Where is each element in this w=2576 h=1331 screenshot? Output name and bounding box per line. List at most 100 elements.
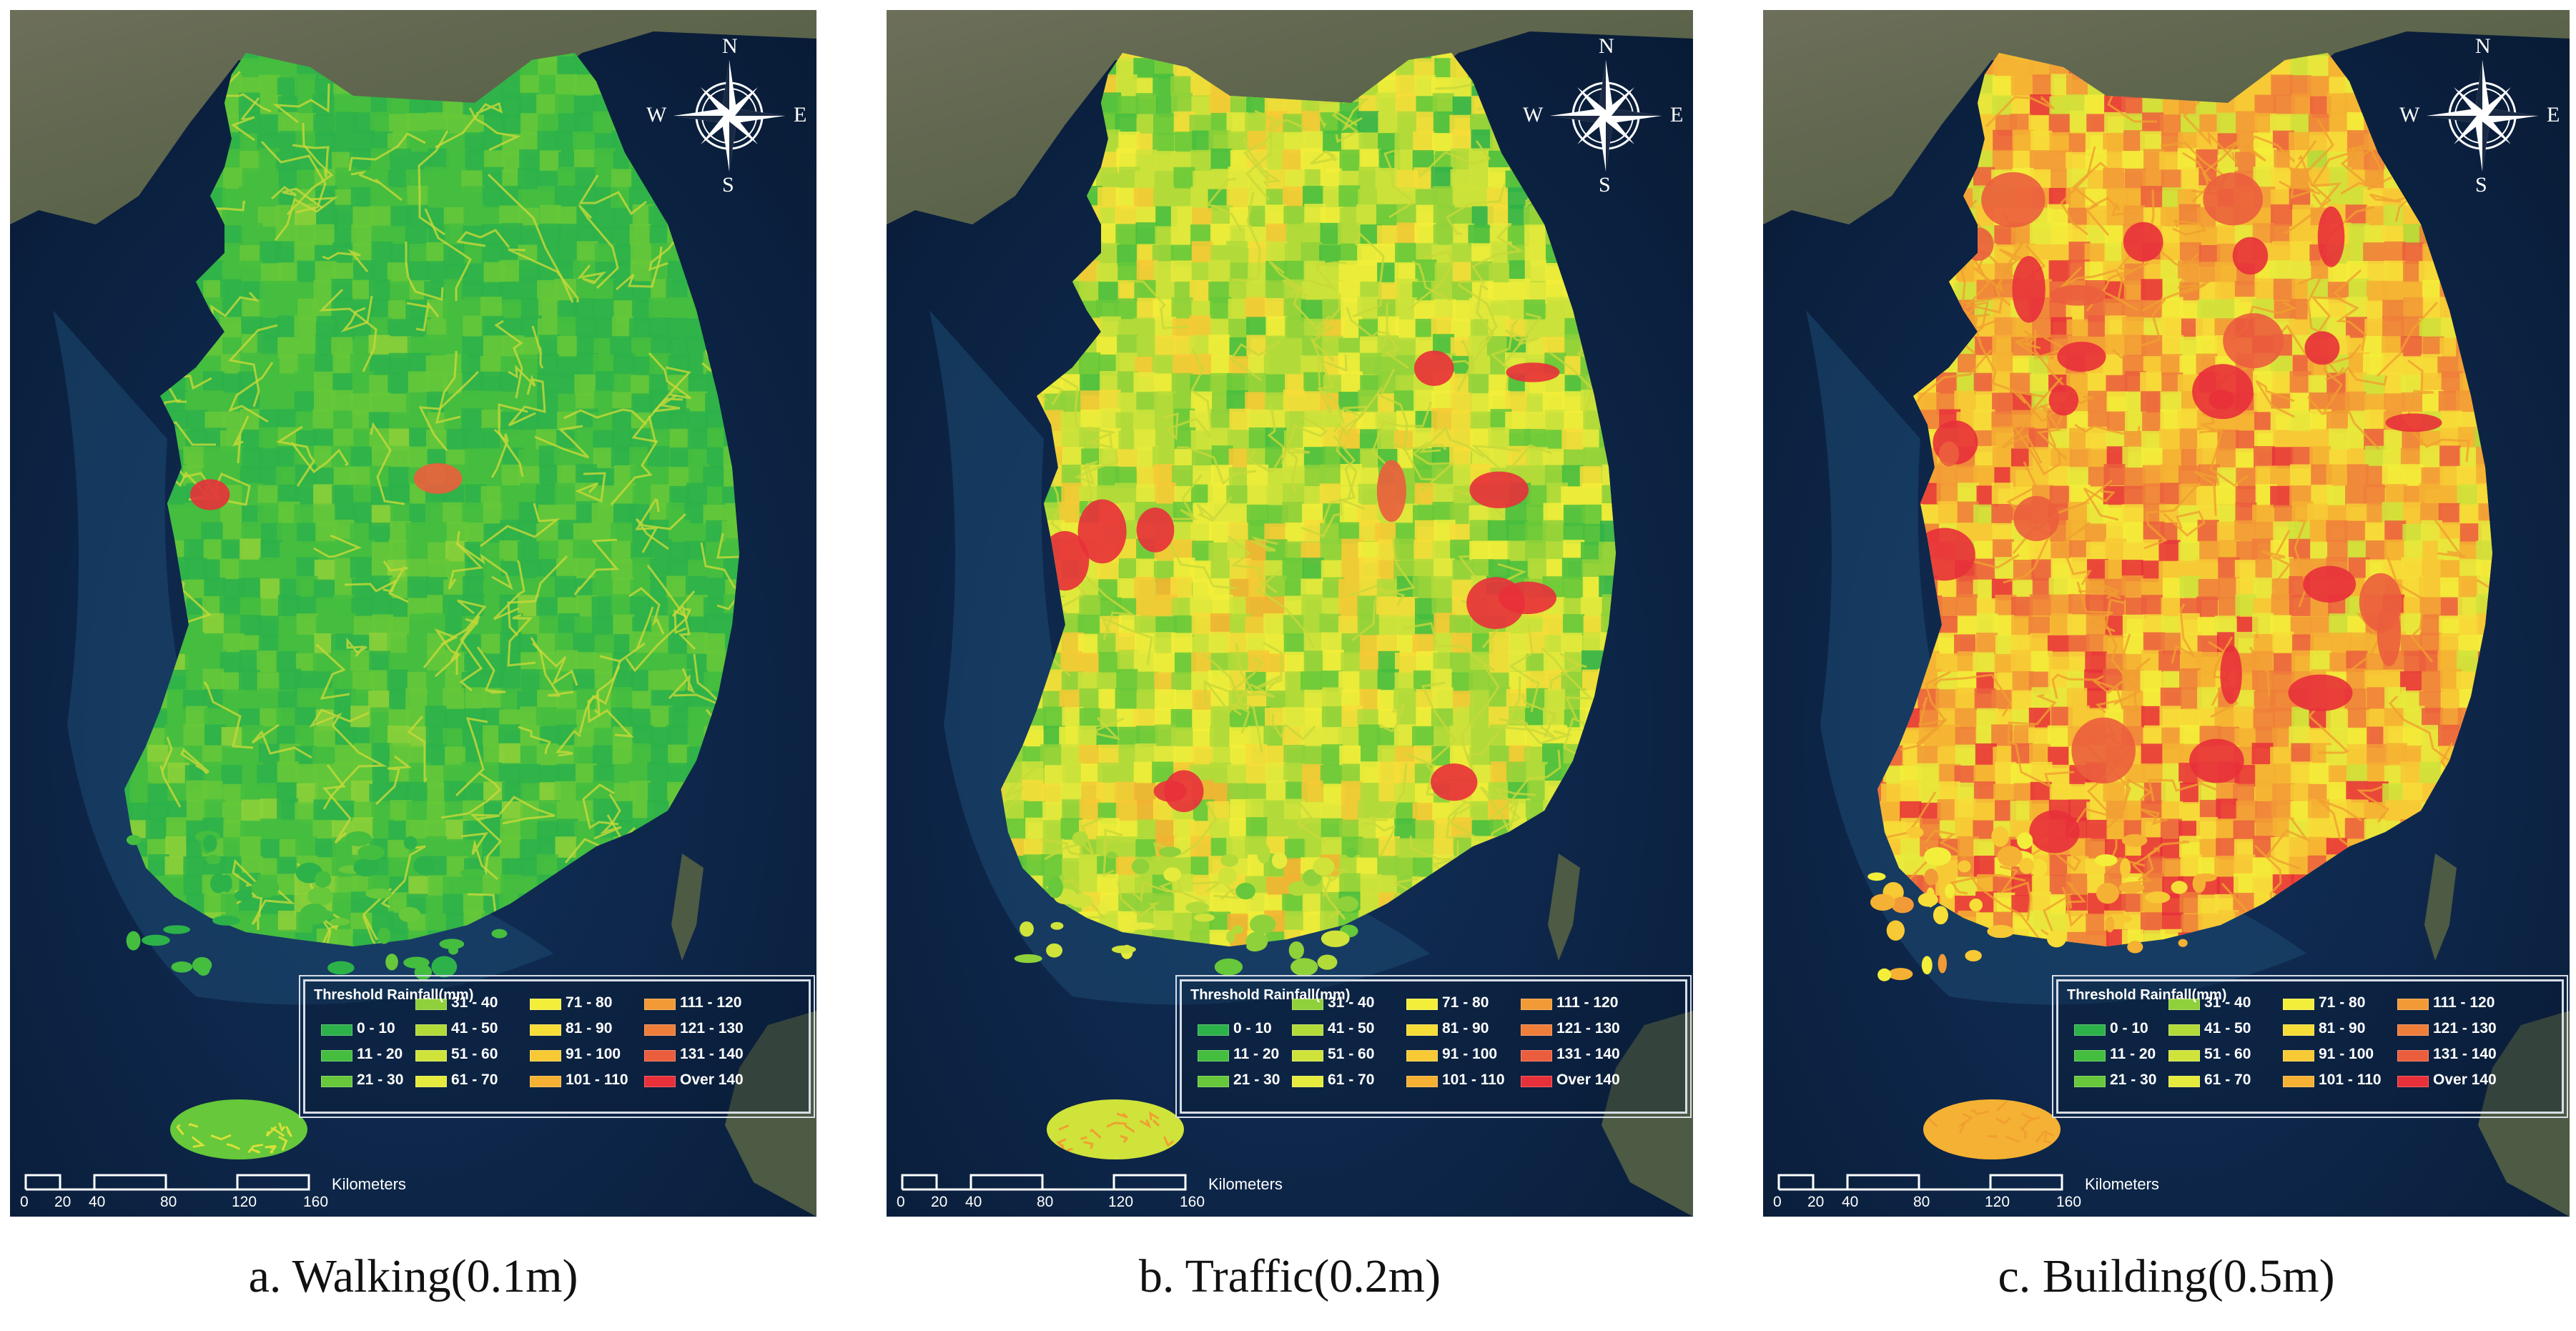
coastal-island — [192, 956, 212, 974]
legend-swatch — [1292, 999, 1323, 1010]
coastal-island — [1924, 847, 1952, 866]
legend-label: 101 - 110 — [2319, 1072, 2382, 1088]
coastal-island — [1271, 852, 1288, 869]
coastal-island — [1163, 867, 1182, 882]
coastal-island — [1014, 954, 1042, 964]
coastal-island — [460, 869, 486, 878]
coastal-island — [315, 871, 332, 888]
legend-swatch — [321, 1050, 352, 1062]
coastal-island — [1257, 843, 1270, 864]
scale-tick-label: 0 — [897, 1194, 905, 1210]
coastal-island — [398, 906, 421, 923]
legend-label: 71 - 80 — [2319, 994, 2366, 1011]
compass-letter-e: E — [1670, 103, 1684, 127]
legend-swatch — [2397, 1076, 2429, 1087]
panel-caption: b. Traffic(0.2m) — [1138, 1250, 1441, 1302]
scale-bar: 0 20 40 80 120 160 Kilometers — [20, 1168, 525, 1211]
scale-tick-label: 20 — [1807, 1194, 1825, 1210]
scale-tick-label: 20 — [931, 1194, 948, 1210]
legend-title: Threshold Rainfall(mm) — [2067, 987, 2227, 1003]
legend-swatch — [1406, 1050, 1438, 1062]
legend-label: 111 - 120 — [680, 994, 742, 1011]
legend-swatch — [2168, 1050, 2200, 1062]
map-panel-a: N S W E 0 - 10 11 - 20 21 - 30 31 - 40 41 - 50 51… — [10, 10, 816, 1217]
legend-label: 31 - 40 — [1328, 994, 1375, 1011]
coastal-island — [1232, 925, 1243, 934]
legend-swatch — [1292, 1050, 1323, 1062]
legend-label: 31 - 40 — [2204, 994, 2251, 1011]
legend-swatch — [415, 1050, 447, 1062]
legend-swatch — [2283, 999, 2314, 1010]
legend-swatch — [2397, 1024, 2429, 1036]
coastal-island — [403, 836, 418, 850]
legend-label: 11 - 20 — [2110, 1046, 2156, 1062]
coastal-island — [1945, 884, 1955, 899]
legend-swatch — [2283, 1076, 2314, 1087]
coastal-island — [2127, 941, 2143, 954]
legend-swatch — [321, 1076, 352, 1087]
coastal-island — [1997, 846, 2023, 867]
scale-tick-label: 160 — [303, 1194, 329, 1210]
coastal-island — [1072, 831, 1088, 846]
legend-label: 31 - 40 — [451, 994, 498, 1011]
legend-swatch — [644, 1050, 676, 1062]
map-panel-b: N S W E 0 - 10 11 - 20 21 - 30 31 - 40 41 - 50 51… — [887, 10, 1693, 1217]
coastal-island — [251, 878, 280, 899]
coastal-island — [2118, 881, 2145, 894]
coastal-island — [1987, 924, 2015, 939]
coastal-island — [1193, 914, 1215, 922]
coastal-island — [1185, 901, 1210, 914]
legend-swatch — [2397, 1050, 2429, 1062]
legend-swatch — [415, 1024, 447, 1036]
legend-swatch — [1292, 1076, 1323, 1087]
legend-label: 11 - 20 — [357, 1046, 403, 1062]
threshold-cells — [1877, 53, 2492, 946]
legend-title: Threshold Rainfall(mm) — [1190, 987, 1351, 1003]
compass-rose: N S W E — [1523, 34, 1684, 197]
coastal-island — [1291, 958, 1318, 976]
scale-tick-label: 0 — [20, 1194, 29, 1210]
coastal-island — [1924, 869, 1938, 886]
coastal-island — [2030, 859, 2048, 877]
compass-letter-s: S — [722, 173, 734, 197]
coastal-island — [209, 873, 227, 894]
scale-tick-label: 160 — [1180, 1194, 1205, 1210]
coastal-island — [307, 886, 334, 906]
legend-label: 131 - 140 — [680, 1046, 744, 1062]
legend-label: 0 - 10 — [1233, 1020, 1272, 1036]
map-panel-c: N S W E 0 - 10 11 - 20 21 - 30 31 - 40 41 - 50 51… — [1763, 10, 2570, 1217]
legend-label: 11 - 20 — [1233, 1046, 1280, 1062]
coastal-island — [365, 888, 393, 899]
scale-tick-label: 20 — [54, 1194, 71, 1210]
coastal-island — [491, 929, 508, 939]
legend-label: 101 - 110 — [566, 1072, 628, 1088]
coastal-island — [126, 931, 141, 951]
legend-swatch — [2074, 1024, 2106, 1036]
coastal-island — [163, 925, 191, 934]
legend-swatch — [2168, 1076, 2200, 1087]
legend-swatch — [2283, 1024, 2314, 1036]
legend-swatch — [1406, 1076, 1438, 1087]
legend-swatch — [1198, 1024, 1229, 1036]
coastal-island — [1235, 882, 1255, 900]
scale-tick-label: 160 — [2056, 1194, 2082, 1210]
legend-swatch — [1198, 1076, 1229, 1087]
coastal-island — [1933, 906, 1948, 925]
north-landmass — [887, 10, 1693, 224]
coastal-island — [1220, 853, 1239, 867]
coastal-island — [2046, 929, 2067, 948]
legend-label: 81 - 90 — [2319, 1020, 2366, 1036]
north-landmass — [1763, 10, 2570, 224]
coastal-island — [1969, 899, 1983, 912]
legend-label: 21 - 30 — [1233, 1072, 1280, 1088]
compass-letter-e: E — [794, 103, 807, 127]
coastal-island — [1245, 931, 1268, 951]
legend-label: 0 - 10 — [2110, 1020, 2148, 1036]
jeju-island — [170, 1099, 307, 1159]
coastal-island — [1050, 921, 1064, 930]
legend-label: 41 - 50 — [2204, 1020, 2251, 1036]
coastal-island — [1346, 848, 1357, 858]
coastal-island — [2121, 833, 2148, 847]
scale-unit-label: Kilometers — [1208, 1175, 1283, 1193]
legend-swatch — [1521, 1050, 1552, 1062]
